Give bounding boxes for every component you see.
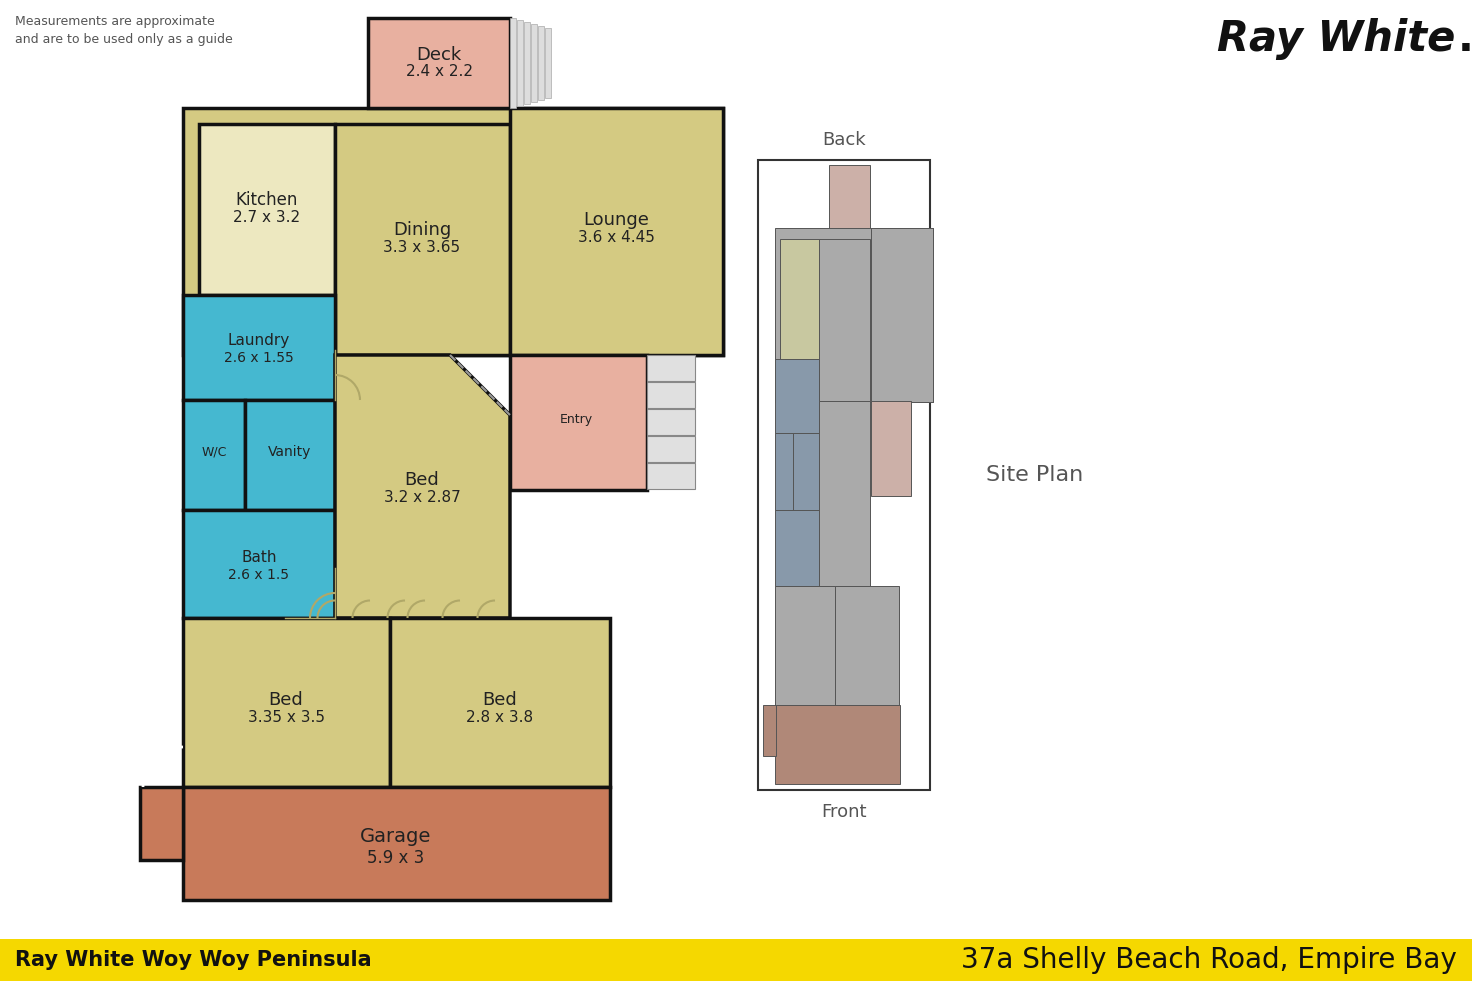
Bar [871, 228, 933, 402]
Text: .: . [1457, 18, 1472, 60]
Text: Lounge: Lounge [583, 211, 649, 229]
Text: Site Plan: Site Plan [986, 465, 1083, 485]
Text: 5.9 x 3: 5.9 x 3 [829, 749, 848, 754]
Bar [774, 586, 835, 705]
Bar [0, 939, 1472, 981]
Bar [648, 355, 695, 381]
Text: Laundry: Laundry [228, 333, 290, 347]
Text: Back: Back [823, 131, 866, 149]
Text: Bed: Bed [863, 642, 874, 647]
Text: Ray White: Ray White [1217, 18, 1454, 60]
Text: Laundry: Laundry [785, 391, 811, 396]
Bar [244, 400, 336, 510]
Text: Bed: Bed [268, 691, 303, 709]
Bar [648, 409, 695, 435]
Text: 2.6 x 1.55: 2.6 x 1.55 [224, 351, 294, 365]
Bar [871, 401, 911, 496]
Text: Bath: Bath [241, 549, 277, 564]
Text: 2.4 x 2.2: 2.4 x 2.2 [838, 200, 863, 205]
Polygon shape [336, 355, 509, 618]
Bar [517, 20, 523, 106]
Text: Entry: Entry [559, 414, 593, 427]
Text: 2.7 x 3.2: 2.7 x 3.2 [788, 303, 813, 308]
Text: 5.9 x 3: 5.9 x 3 [368, 849, 424, 867]
Text: Kitchen: Kitchen [236, 191, 299, 209]
Text: 2.4 x 2.2: 2.4 x 2.2 [405, 65, 473, 79]
Text: Measurements are approximate
and are to be used only as a guide: Measurements are approximate and are to … [15, 15, 233, 46]
Bar [183, 618, 390, 787]
Bar [762, 705, 776, 756]
Text: 37a Shelly Beach Road, Empire Bay: 37a Shelly Beach Road, Empire Bay [961, 946, 1457, 974]
Bar [140, 787, 183, 860]
Text: 2.8 x 3.8: 2.8 x 3.8 [467, 710, 533, 726]
Text: Lounge: Lounge [891, 311, 914, 316]
Text: Deck: Deck [842, 192, 858, 197]
Text: Ray White Woy Woy Peninsula: Ray White Woy Woy Peninsula [15, 950, 371, 970]
Text: 3.3 x 3.65: 3.3 x 3.65 [832, 325, 860, 330]
Bar [774, 510, 818, 586]
Text: Bed: Bed [483, 691, 517, 709]
Text: Garage: Garage [826, 741, 849, 747]
Bar [648, 436, 695, 462]
Bar [648, 382, 695, 408]
Text: Bed: Bed [405, 471, 439, 489]
Text: 3.35 x 3.5: 3.35 x 3.5 [247, 710, 324, 726]
Bar [774, 228, 933, 402]
Bar [509, 108, 723, 355]
Bar [199, 124, 336, 295]
Text: W/C: W/C [779, 472, 790, 477]
Bar [793, 433, 818, 510]
Text: 2.6 x 1.55: 2.6 x 1.55 [785, 400, 811, 405]
Bar [509, 18, 517, 108]
Text: 3.6 x 4.45: 3.6 x 4.45 [888, 319, 916, 324]
Text: Bath: Bath [790, 544, 805, 549]
Bar [648, 463, 695, 489]
Bar [758, 160, 930, 790]
Bar [183, 510, 336, 618]
Bar [829, 165, 870, 228]
Bar [524, 22, 530, 104]
Text: Vanity: Vanity [796, 472, 817, 477]
Text: 3.2 x 2.87: 3.2 x 2.87 [384, 490, 461, 505]
Bar [183, 108, 723, 355]
Text: 3.3 x 3.65: 3.3 x 3.65 [383, 240, 461, 255]
Bar [818, 239, 870, 401]
Text: 3.6 x 4.45: 3.6 x 4.45 [577, 231, 655, 245]
Bar [531, 24, 537, 102]
Text: 2.6 x 1.5: 2.6 x 1.5 [228, 568, 290, 582]
Text: 2.6 x 1.5: 2.6 x 1.5 [786, 552, 810, 557]
Text: Deck: Deck [417, 46, 462, 64]
Text: 2.7 x 3.2: 2.7 x 3.2 [234, 211, 300, 226]
Text: Kitchen: Kitchen [788, 295, 813, 300]
Bar [774, 705, 899, 784]
Bar [183, 295, 336, 400]
Bar [368, 18, 509, 108]
Bar [509, 355, 648, 490]
Text: 2.8 x 3.8: 2.8 x 3.8 [855, 650, 880, 655]
Text: Vanity: Vanity [268, 445, 312, 459]
Text: W/C: W/C [202, 445, 227, 458]
Text: 3.35 x 3.5: 3.35 x 3.5 [792, 650, 820, 655]
Text: Bed: Bed [839, 490, 851, 495]
Bar [537, 26, 545, 100]
Text: 3.2 x 2.87: 3.2 x 2.87 [832, 498, 860, 503]
Bar [545, 28, 551, 98]
Text: Dining: Dining [393, 221, 450, 239]
Text: Dining: Dining [835, 317, 855, 322]
Bar [774, 433, 793, 510]
Bar [818, 401, 870, 586]
Text: Front: Front [821, 803, 867, 821]
Bar [336, 124, 509, 355]
Bar [835, 586, 899, 705]
Bar [183, 787, 609, 900]
Bar [390, 618, 609, 787]
Bar [183, 400, 244, 510]
Bar [780, 239, 820, 359]
Text: Bed: Bed [799, 642, 811, 647]
Text: Garage: Garage [361, 827, 431, 846]
Bar [774, 359, 818, 433]
